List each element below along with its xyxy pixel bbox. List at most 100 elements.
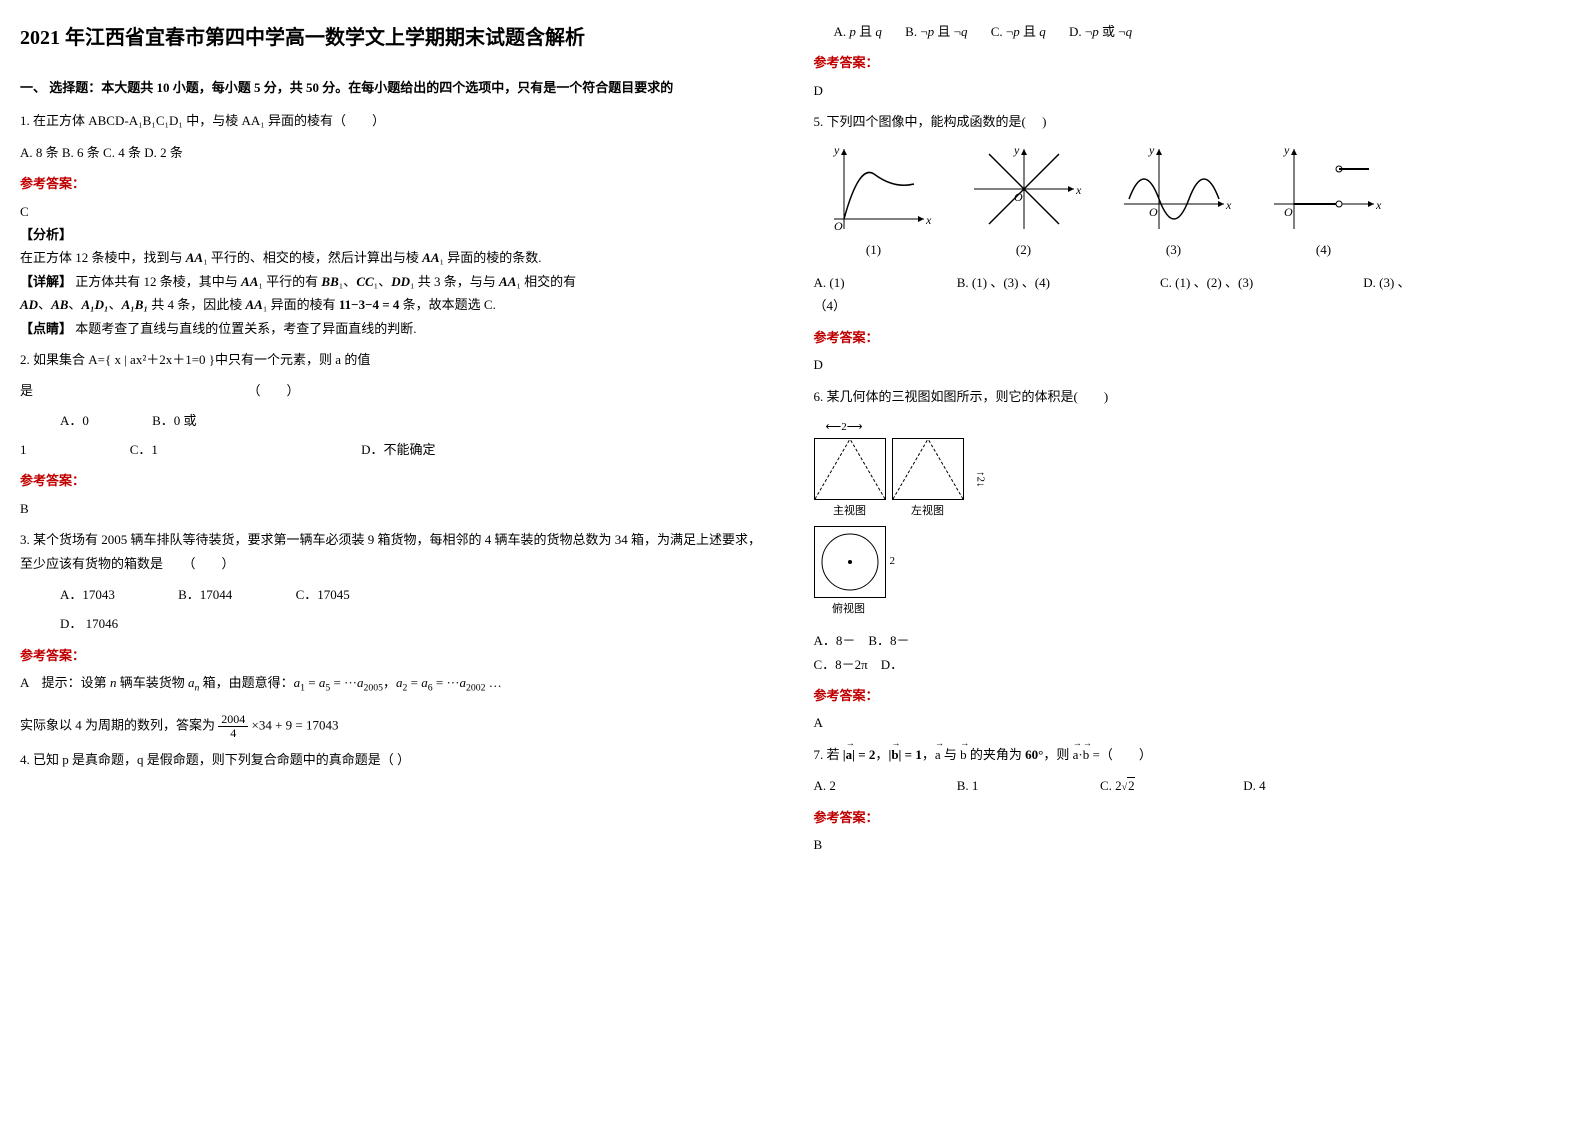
q7-optC: C. 2√2 (1100, 774, 1240, 797)
top-view-wrap: 2 俯视图 (814, 526, 1568, 620)
graph-3-label: (3) (1114, 238, 1234, 261)
q5-optC: C. (1) 、(2) 、(3) (1160, 271, 1360, 294)
graph-3-svg: x y O (1114, 144, 1234, 234)
q1-detail2: AD、AB、A₁D₁、A₁B₁ 共 4 条，因此棱 AA₁ 异面的棱有 11−3… (20, 293, 774, 316)
svg-text:x: x (925, 213, 932, 227)
graph-1-svg: x y O (814, 144, 934, 234)
q1-opts: A. 8 条 B. 6 条 C. 4 条 D. 2 条 (20, 141, 774, 164)
q4-optC: C. ¬p 且 q (991, 24, 1046, 39)
q2-stem-b: 是 （ ） (20, 379, 774, 402)
q7-stem: 7. 若 |a| = 2，|b| = 1，a 与 b 的夹角为 60°，则 a·… (814, 743, 1568, 766)
answer-label: 参考答案： (814, 326, 1568, 349)
analysis-label: 【分析】 (20, 223, 774, 246)
side-label: 左视图 (892, 502, 964, 522)
q5-optD2: （4） (814, 294, 1568, 317)
svg-text:O: O (1284, 205, 1293, 219)
q2-optD: D．不能确定 (361, 442, 435, 457)
q7-optA: A. 2 (814, 774, 954, 797)
q6-optC: C．8－2π (814, 657, 868, 672)
side-view-wrap: 左视图 (892, 438, 964, 522)
q6-opts-row2: C．8－2π D． (814, 653, 1568, 676)
q2-opts-row1: A．0 B．0 或 (60, 409, 774, 432)
dim-circ: 2 (890, 552, 896, 572)
answer-label: 参考答案： (814, 684, 1568, 707)
graph-3: x y O (3) (1114, 144, 1234, 261)
q3-hint-a: 提示：设第 n 辆车装货物 an 箱，由题意得：a1 = a5 = ···a20… (42, 675, 502, 690)
front-label: 主视图 (814, 502, 886, 522)
detail-label: 【详解】 (20, 274, 72, 289)
q5-optB: B. (1) 、(3) 、(4) (957, 271, 1157, 294)
graph-4-label: (4) (1264, 238, 1384, 261)
left-column: 2021 年江西省宜春市第四中学高一数学文上学期期末试题含解析 一、 选择题：本… (20, 20, 774, 856)
q1-answer: C (20, 200, 774, 223)
side-view (892, 438, 964, 500)
answer-label: 参考答案： (20, 172, 774, 195)
q4-opts: A. p 且 q B. ¬p 且 ¬q C. ¬p 且 q D. ¬p 或 ¬q (834, 20, 1568, 43)
q3-hint-b-pre: 实际象以 4 为周期的数列，答案为 (20, 717, 218, 732)
section1-heading: 一、 选择题：本大题共 10 小题，每小题 5 分，共 50 分。在每小题给出的… (20, 76, 774, 99)
q1-review: 【点睛】 本题考查了直线与直线的位置关系，考查了异面直线的判断. (20, 317, 774, 340)
graph-4-svg: x y O (1264, 144, 1384, 234)
graph-1: x y O (1) (814, 144, 934, 261)
top-view-svg (820, 532, 880, 592)
q3-optA: A．17043 (60, 583, 115, 606)
svg-text:y: y (1148, 144, 1155, 157)
q3-hint-b: 实际象以 4 为周期的数列，答案为 2004 4 ×34 + 9 = 17043 (20, 713, 774, 740)
q6-optD: D． (881, 657, 903, 672)
q2-optB: B．0 或 (152, 409, 196, 432)
q7-opts: A. 2 B. 1 C. 2√2 D. 4 (814, 774, 1568, 797)
q2-optC: C．1 (130, 442, 158, 457)
q4-stem: 4. 已知 p 是真命题，q 是假命题，则下列复合命题中的真命题是（ ） (20, 748, 774, 771)
q6-stem: 6. 某几何体的三视图如图所示，则它的体积是( ) (814, 385, 1568, 408)
q7-answer: B (814, 833, 1568, 856)
answer-label: 参考答案： (814, 51, 1568, 74)
q3-stem: 3. 某个货场有 2005 辆车排队等待装货，要求第一辆车必须装 9 箱货物，每… (20, 528, 774, 575)
top-label: 俯视图 (814, 600, 884, 620)
top-view (814, 526, 886, 598)
dim-side: 2 (974, 477, 986, 483)
svg-text:y: y (1283, 144, 1290, 157)
q4-optD: D. ¬p 或 ¬q (1069, 24, 1132, 39)
q2-stem-a: 2. 如果集合 A={ x | ax²＋2x＋1=0 }中只有一个元素，则 a … (20, 348, 774, 371)
q6-optB: B．8－ (868, 633, 909, 648)
q6-opts-row1: A．8－ B．8－ (814, 629, 1568, 652)
q7-optB: B. 1 (957, 774, 1097, 797)
q1-review-text: 本题考查了直线与直线的位置关系，考查了异面直线的判断. (75, 321, 416, 336)
dim-top: 2 (841, 421, 847, 433)
svg-text:y: y (1013, 144, 1020, 157)
q5-optA: A. (1) (814, 271, 954, 294)
front-view-svg (815, 439, 885, 499)
q5-optD: D. (3) 、 (1363, 275, 1410, 290)
svg-text:x: x (1075, 183, 1082, 197)
q4-optB: B. ¬p 且 ¬q (905, 24, 967, 39)
triview-row1: 主视图 左视图 ↑2↓ (814, 438, 1568, 522)
svg-text:O: O (834, 219, 843, 233)
q2-opts-row2: 1 C．1 D．不能确定 (20, 438, 774, 461)
graph-2: x y O (2) (964, 144, 1084, 261)
three-view-diagram: ⟵2⟶ 主视图 (814, 418, 1568, 619)
q1-analysis: 在正方体 12 条棱中，找到与 AA₁ 平行的、相交的棱，然后计算出与棱 AA₁… (20, 246, 774, 269)
q3-answer-line: A 提示：设第 n 辆车装货物 an 箱，由题意得：a1 = a5 = ···a… (20, 671, 774, 694)
q3-opts-row1: A．17043 B．17044 C．17045 (60, 583, 774, 606)
q5-stem: 5. 下列四个图像中，能构成函数的是( ) (814, 110, 1568, 133)
dim-side-arrow: ↑2↓ (970, 471, 990, 488)
svg-text:O: O (1149, 205, 1158, 219)
q5-answer: D (814, 353, 1568, 376)
q7-optD: D. 4 (1243, 778, 1265, 793)
svg-text:x: x (1225, 198, 1232, 212)
svg-text:x: x (1375, 198, 1382, 212)
q5-opts: A. (1) B. (1) 、(3) 、(4) C. (1) 、(2) 、(3)… (814, 271, 1568, 294)
dim-top-arrow: ⟵2⟶ (826, 418, 1568, 438)
q3-hint-b-post: ×34 + 9 = 17043 (252, 717, 339, 732)
fraction: 2004 4 (218, 713, 248, 740)
q6-answer: A (814, 711, 1568, 734)
graph-2-svg: x y O (964, 144, 1084, 234)
graph-4: x y O (4) (1264, 144, 1384, 261)
page: 2021 年江西省宜春市第四中学高一数学文上学期期末试题含解析 一、 选择题：本… (20, 20, 1567, 856)
answer-label: 参考答案： (20, 469, 774, 492)
review-label: 【点睛】 (20, 321, 72, 336)
q1-analysis-text: 在正方体 12 条棱中，找到与 AA₁ 平行的、相交的棱，然后计算出与棱 AA₁… (20, 250, 542, 265)
q3-optD: D． 17046 (60, 612, 118, 635)
q1-stem: 1. 在正方体 ABCD-A₁B₁C₁D₁ 中，与棱 AA₁ 异面的棱有（ ） (20, 109, 774, 132)
q2-answer: B (20, 497, 774, 520)
